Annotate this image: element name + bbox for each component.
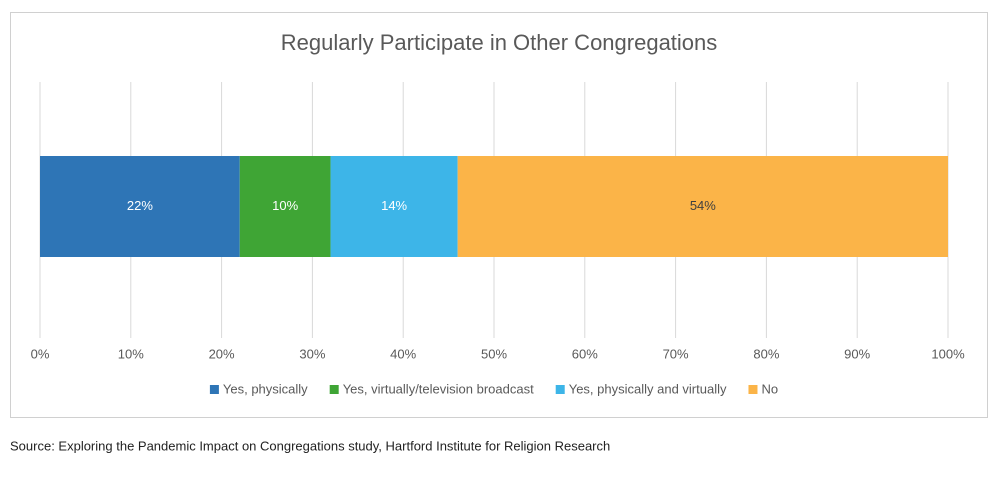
legend-label: Yes, physically and virtually <box>569 381 727 396</box>
x-tick-label: 40% <box>390 346 416 361</box>
legend-swatch <box>329 385 339 394</box>
chart-title: Regularly Participate in Other Congregat… <box>281 30 718 55</box>
bar-segment <box>239 156 331 257</box>
x-tick-label: 80% <box>753 346 779 361</box>
value-label: 22% <box>127 198 153 213</box>
value-label: 54% <box>690 198 716 213</box>
value-label: 10% <box>272 198 298 213</box>
x-tick-label: 30% <box>299 346 325 361</box>
legend-label: Yes, virtually/television broadcast <box>343 381 534 396</box>
legend-swatch <box>748 385 758 394</box>
x-tick-label: 60% <box>572 346 598 361</box>
x-tick-label: 100% <box>931 346 965 361</box>
legend-swatch <box>555 385 565 394</box>
source-note: Source: Exploring the Pandemic Impact on… <box>10 438 610 453</box>
value-label: 14% <box>381 198 407 213</box>
legend-label: No <box>761 381 778 396</box>
bar-segment <box>330 156 458 257</box>
bar-segment <box>457 156 948 257</box>
legend: Yes, physically Yes, virtually/television… <box>209 381 778 396</box>
legend-swatch <box>209 385 219 394</box>
x-tick-label: 10% <box>118 346 144 361</box>
x-tick-label: 20% <box>209 346 235 361</box>
x-tick-label: 90% <box>844 346 870 361</box>
x-tick-label: 0% <box>31 346 50 361</box>
bar-segment <box>40 156 240 257</box>
legend-label: Yes, physically <box>223 381 308 396</box>
x-tick-label: 70% <box>663 346 689 361</box>
x-tick-label: 50% <box>481 346 507 361</box>
